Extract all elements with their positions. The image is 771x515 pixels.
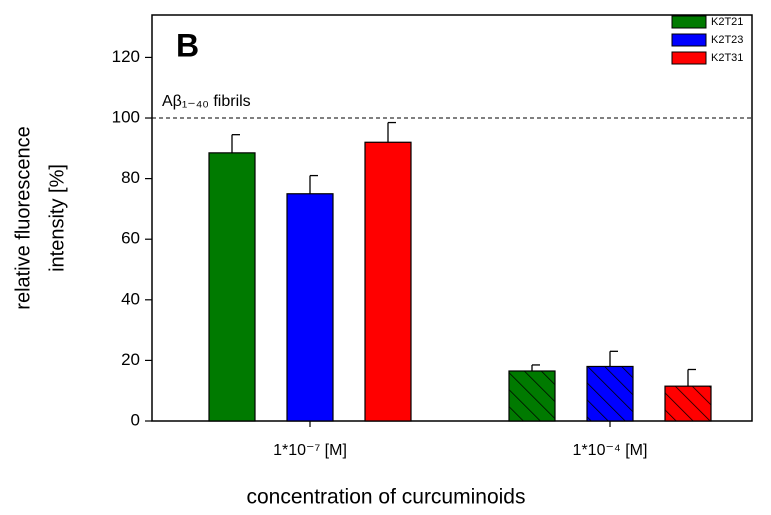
bar bbox=[586, 365, 634, 422]
y-tick-label: 20 bbox=[121, 350, 140, 369]
legend-swatch bbox=[671, 33, 707, 47]
x-axis-label: concentration of curcuminoids bbox=[247, 486, 526, 509]
y-tick-label: 0 bbox=[131, 410, 140, 429]
panel-label: B bbox=[176, 27, 199, 63]
legend-label: K2T31 bbox=[711, 52, 743, 64]
legend-label: K2T23 bbox=[711, 34, 743, 46]
bar bbox=[508, 370, 556, 422]
reference-label: Aβ₁₋₄₀ fibrils bbox=[162, 93, 251, 110]
y-axis-label-line: relative fluorescence bbox=[12, 126, 34, 309]
y-axis-label: relative fluorescence intensity [%] bbox=[12, 126, 68, 309]
legend-swatch bbox=[671, 51, 707, 65]
y-tick-label: 80 bbox=[121, 168, 140, 187]
y-tick-label: 60 bbox=[121, 229, 140, 248]
bar bbox=[364, 141, 412, 422]
y-tick-label: 120 bbox=[112, 47, 140, 66]
plot-frame bbox=[151, 14, 753, 422]
y-tick-label: 40 bbox=[121, 289, 140, 308]
bar bbox=[286, 193, 334, 422]
legend-swatch bbox=[671, 15, 707, 29]
x-tick-label: 1*10⁻⁷ [M] bbox=[273, 442, 347, 459]
x-tick-label: 1*10⁻⁴ [M] bbox=[573, 442, 648, 459]
bar bbox=[664, 385, 712, 422]
bar bbox=[208, 152, 256, 422]
y-axis-label-line: intensity [%] bbox=[46, 164, 68, 272]
y-tick-label: 100 bbox=[112, 107, 140, 126]
legend-label: K2T21 bbox=[711, 16, 743, 28]
